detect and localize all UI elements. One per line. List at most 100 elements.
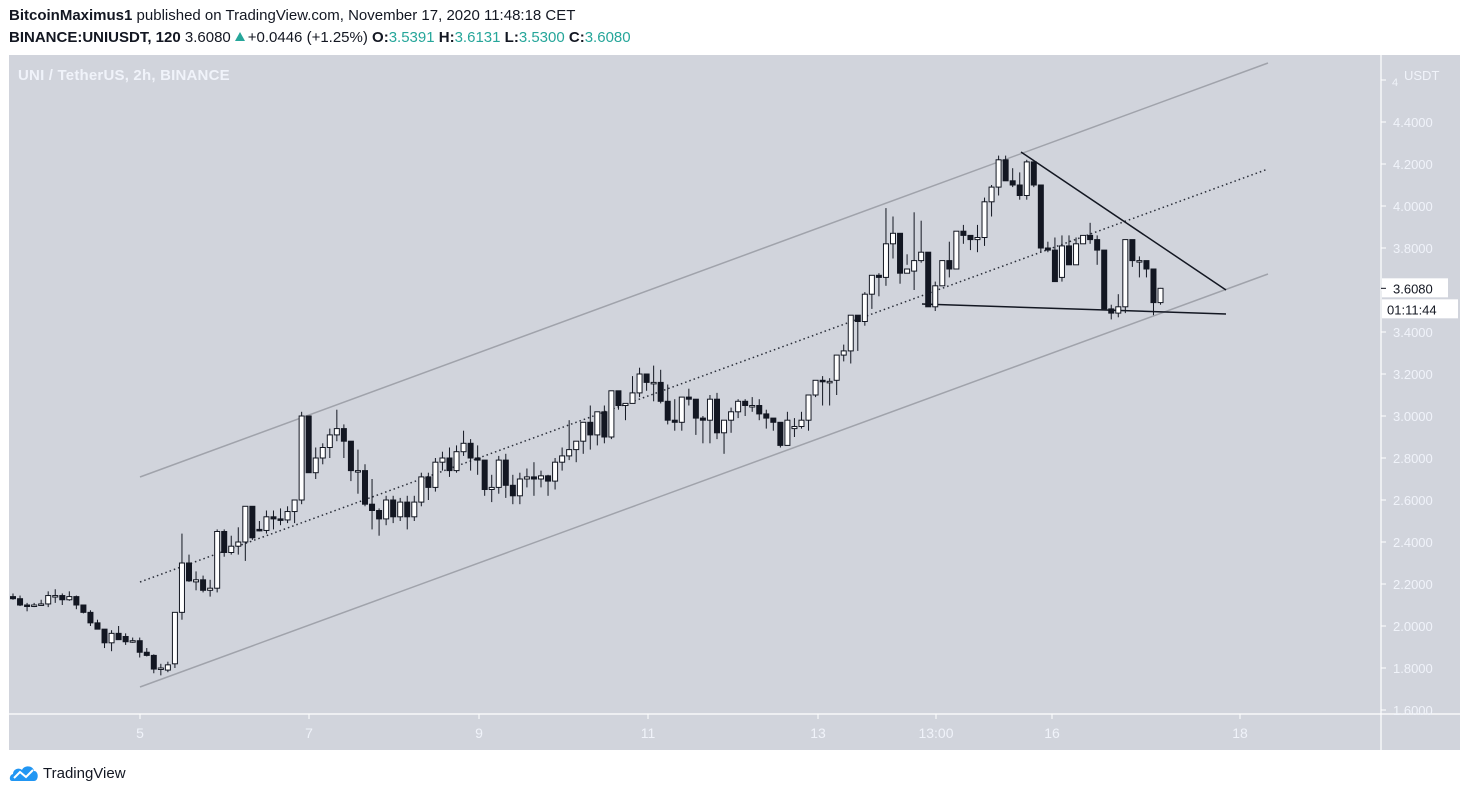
candle-body-down: [692, 398, 699, 419]
candle-body-up: [333, 428, 340, 436]
candle-body-up: [383, 499, 390, 520]
candle: [678, 396, 685, 431]
candle: [277, 508, 284, 526]
candle-body-down: [1051, 249, 1058, 283]
candle: [270, 510, 277, 530]
footer-brand[interactable]: TradingView: [9, 764, 126, 782]
trendline-drawings[interactable]: [139, 62, 1269, 688]
candle: [559, 447, 566, 471]
candle-body-up: [242, 505, 249, 543]
candle: [1023, 159, 1030, 200]
candle: [73, 595, 80, 610]
candlestick-series: [10, 155, 1164, 676]
candle-body-down: [347, 440, 354, 472]
candle-body-up: [721, 419, 728, 434]
candle-body-down: [10, 596, 16, 600]
candle: [1044, 241, 1051, 253]
candle: [52, 589, 59, 603]
candle-body-down: [1108, 308, 1115, 314]
candle-body-down: [73, 596, 80, 606]
time-scale[interactable]: 5 7 9 11 13 13:00 16 18: [136, 714, 1248, 741]
candle: [38, 599, 45, 606]
candle: [671, 399, 678, 431]
candle-body-down: [404, 501, 411, 518]
chart-title: UNI / TetherUS, 2h, BINANCE: [18, 67, 230, 84]
candle: [840, 344, 847, 362]
candle-body-up: [911, 260, 918, 272]
candle-body-down: [425, 476, 432, 488]
candle-body-up: [988, 186, 995, 203]
candle: [1157, 287, 1164, 305]
candle: [1115, 294, 1122, 318]
candle: [122, 633, 129, 645]
candle: [629, 376, 636, 404]
candle: [847, 314, 854, 364]
candle-body-up: [1058, 245, 1065, 278]
candle: [481, 459, 488, 496]
candle: [868, 274, 875, 309]
candle: [376, 508, 383, 536]
candle: [1101, 249, 1108, 310]
candle-body-down: [509, 484, 516, 497]
candle: [453, 445, 460, 473]
candle-body-up: [1080, 234, 1087, 245]
candle: [1129, 239, 1136, 267]
candle: [946, 241, 953, 278]
candle-body-down: [545, 475, 552, 482]
candle-body-up: [263, 516, 270, 531]
open-label: O:: [372, 29, 389, 46]
candle: [312, 447, 319, 479]
candle-body-up: [354, 470, 361, 473]
candle: [601, 405, 608, 444]
high-label: H:: [438, 29, 455, 46]
candle: [425, 472, 432, 500]
candle: [587, 405, 594, 450]
high-value: 3.6131: [454, 29, 501, 46]
price-scale[interactable]: 4.40004.20004.00003.80003.60003.40003.20…: [1381, 68, 1439, 718]
channel-lower-line[interactable]: [139, 273, 1269, 688]
candle: [861, 292, 868, 326]
candle: [340, 424, 347, 458]
candle-body-up: [66, 596, 73, 601]
candle-body-down: [270, 516, 277, 520]
close-value: 3.6080: [584, 29, 631, 46]
candle-body-down: [615, 390, 622, 406]
candle: [474, 445, 481, 475]
candle-body-down: [1101, 249, 1108, 310]
triangle-resistance-line[interactable]: [1020, 151, 1227, 291]
candle-body-down: [1009, 180, 1016, 186]
candle-body-up: [566, 449, 573, 457]
candle: [918, 220, 925, 263]
candle-body-up: [636, 373, 643, 394]
candle-body-up: [608, 390, 615, 438]
candle: [643, 373, 650, 391]
candle: [256, 521, 263, 532]
candle: [1002, 155, 1009, 182]
candle-body-down: [763, 413, 770, 419]
candle-body-up: [411, 501, 418, 518]
candle: [1030, 161, 1037, 188]
price-tick-label: 2.2000: [1393, 577, 1433, 592]
candle: [101, 628, 108, 649]
candle: [805, 394, 812, 431]
bar-countdown-label: 01:11:44: [1387, 302, 1437, 317]
candle: [1051, 237, 1058, 283]
candle: [362, 464, 368, 507]
candle: [333, 409, 340, 442]
candle-body-up: [826, 380, 833, 384]
author-name[interactable]: BitcoinMaximus1: [9, 7, 133, 24]
low-label: L:: [504, 29, 519, 46]
channel-middle-line[interactable]: [139, 168, 1269, 583]
candle: [242, 505, 249, 561]
channel-upper-line[interactable]: [139, 62, 1269, 478]
candle-body-down: [699, 417, 706, 421]
chart-panel[interactable]: [9, 55, 1460, 750]
candle: [214, 529, 221, 593]
candle: [791, 418, 798, 437]
candle-body-up: [439, 457, 446, 463]
triangle-support-line[interactable]: [921, 303, 1227, 315]
candle-body-down: [87, 611, 94, 624]
candle: [692, 398, 699, 435]
candle-body-down: [340, 428, 347, 442]
